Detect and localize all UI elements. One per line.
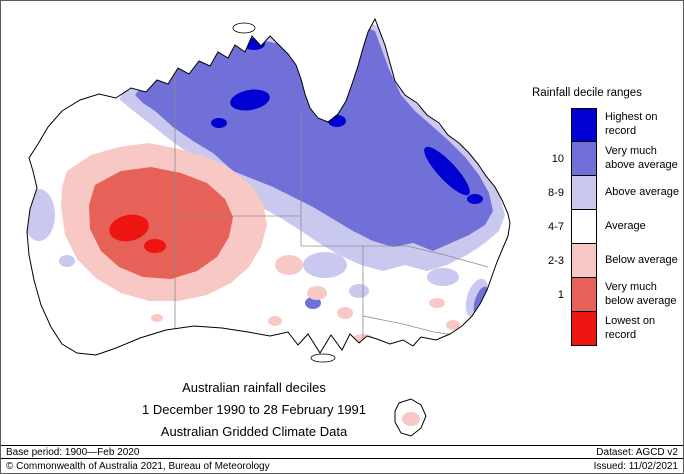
legend-row-below-average: 2-3 Below average: [532, 244, 682, 278]
legend-label: Above average: [604, 186, 679, 199]
dataset-text: Dataset: AGCD v2: [596, 447, 678, 458]
legend-swatch-below-average: [570, 244, 597, 278]
legend-decile-range: 2-3: [548, 255, 564, 267]
legend-label: Very much above average: [604, 145, 678, 171]
legend-row-lowest-on-record: Lowest on record: [532, 312, 682, 346]
legend-row-average: 4-7 Average: [532, 210, 682, 244]
region-highest-on-record: [211, 38, 483, 204]
copyright-text: © Commonwealth of Australia 2021, Bureau…: [6, 460, 270, 472]
legend-label: Highest on record: [604, 111, 658, 137]
legend-row-very-much-above-average: 10 Very much above average: [532, 142, 682, 176]
legend-swatch-lowest-on-record: [570, 312, 597, 346]
legend-label: Below average: [604, 254, 678, 267]
legend-label: Very much below average: [604, 281, 677, 307]
legend-label: Average: [604, 220, 646, 233]
base-period-text: Base period: 1900—Feb 2020: [6, 447, 140, 458]
legend: Rainfall decile ranges Highest on record…: [532, 87, 682, 346]
australia-rainfall-map: Australian rainfall deciles 1 December 1…: [26, 17, 511, 439]
state-borders: [174, 65, 489, 341]
legend-row-very-much-below-average: 1 Very much below average: [532, 278, 682, 312]
footer-copyright-row: © Commonwealth of Australia 2021, Bureau…: [1, 458, 683, 473]
legend-swatch-above-average: [570, 176, 597, 210]
map-caption-period: 1 December 1990 to 28 February 1991: [142, 402, 366, 417]
map-caption-dataset: Australian Gridded Climate Data: [161, 424, 348, 439]
melville-island: [232, 22, 256, 34]
legend-swatch-very-much-below-average: [570, 278, 597, 312]
legend-decile-range: 4-7: [548, 221, 564, 233]
legend-swatch-highest-on-record: [570, 108, 597, 142]
region-very-much-below-average: [89, 167, 233, 279]
mainland-coastline: [26, 17, 511, 356]
legend-decile-range: 8-9: [548, 187, 564, 199]
issued-date-text: Issued: 11/02/2021: [593, 460, 678, 472]
footer-metadata-row: Base period: 1900—Feb 2020 Dataset: AGCD…: [1, 445, 683, 459]
legend-decile-range: 10: [551, 153, 564, 165]
legend-row-above-average: 8-9 Above average: [532, 176, 682, 210]
kangaroo-island: [310, 353, 336, 363]
legend-row-highest-on-record: Highest on record: [532, 108, 682, 142]
tasmania-coastline: [394, 398, 427, 437]
map-caption-title: Australian rainfall deciles: [182, 380, 326, 395]
legend-swatch-average: [570, 210, 597, 244]
legend-swatch-very-much-above-average: [570, 142, 597, 176]
legend-decile-range: 1: [557, 289, 564, 301]
legend-title: Rainfall decile ranges: [532, 87, 642, 99]
legend-rows: Highest on record 10 Very much above ave…: [532, 108, 682, 346]
legend-label: Lowest on record: [604, 315, 656, 341]
